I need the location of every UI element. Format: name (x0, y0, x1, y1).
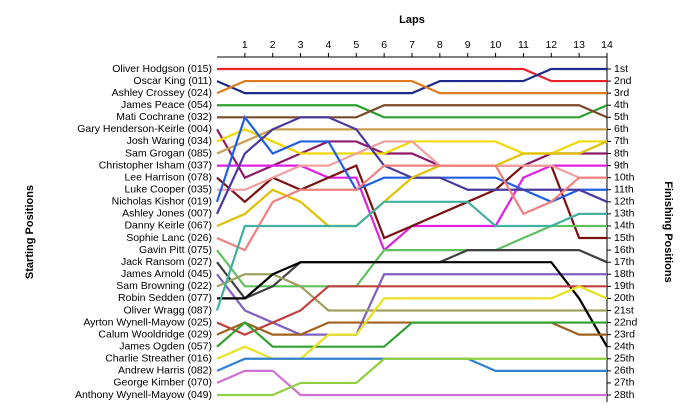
chart-title: Laps (399, 14, 425, 26)
series-label: Sam Grogan (085) (125, 147, 212, 159)
series-label: Andrew Harris (082) (118, 365, 212, 377)
series-label: Sam Browning (022) (116, 280, 212, 292)
x-tick-label: 8 (437, 39, 443, 51)
series-label: Charlie Streather (016) (105, 353, 212, 365)
x-tick-label: 12 (545, 39, 557, 51)
x-tick-label: 10 (490, 39, 502, 51)
y-tick-label: 5th (614, 111, 629, 123)
y-tick-label: 19th (614, 280, 635, 292)
series-line (216, 357, 607, 372)
y-tick-label: 27th (614, 377, 635, 389)
x-tick-label: 6 (381, 39, 387, 51)
y2-axis-title: Finishing Positions (662, 181, 674, 282)
series-label: Gary Henderson-Keirle (004) (77, 123, 212, 135)
series-line (216, 273, 607, 312)
series-label: James Peace (054) (121, 99, 212, 111)
y-tick-label: 15th (614, 232, 635, 244)
y-tick-label: 25th (614, 353, 635, 365)
y-tick-label: 10th (614, 171, 635, 183)
series-label: Ashley Jones (007) (122, 208, 212, 220)
x-tick-label: 11 (518, 39, 529, 51)
y-axis-title: Starting Positions (24, 185, 36, 279)
y-tick-label: 22nd (614, 316, 638, 328)
y-tick-label: 26th (614, 365, 635, 377)
series-line (217, 67, 607, 83)
x-tick-label: 14 (601, 39, 613, 51)
series-line (216, 128, 607, 180)
series-line (216, 128, 607, 155)
series-line (216, 164, 607, 252)
series-line (216, 321, 607, 348)
y-tick-label: 13th (614, 208, 635, 220)
y-tick-label: 6th (614, 123, 629, 135)
series-line (216, 67, 607, 95)
y-tick-label: 17th (614, 256, 635, 268)
series-line (217, 261, 608, 348)
y-tick-label: 21st (614, 304, 634, 316)
y-tick-label: 9th (614, 159, 629, 171)
series-label: James Arnold (045) (121, 268, 212, 280)
series-line (216, 285, 607, 336)
series-label: Sophie Lanc (026) (126, 232, 212, 244)
y-tick-label: 18th (614, 268, 635, 280)
y-tick-label: 20th (614, 292, 635, 304)
y-tick-label: 3rd (614, 87, 629, 99)
y-tick-label: 8th (614, 147, 629, 159)
series-label: Anthony Wynell-Mayow (049) (75, 389, 212, 401)
series-label: Josh Waring (034) (127, 135, 212, 147)
series-label: Oliver Hodgson (015) (112, 63, 212, 75)
series-line (216, 273, 607, 336)
x-tick-label: 7 (409, 39, 415, 51)
y-tick-label: 2nd (614, 75, 632, 87)
y-tick-label: 23rd (614, 328, 635, 340)
series-label: Christopher Isham (037) (99, 159, 212, 171)
y-tick-label: 12th (614, 196, 635, 208)
series-line (217, 140, 607, 191)
series-label: George Kimber (070) (113, 377, 212, 389)
series-label: Oscar King (011) (133, 75, 212, 87)
series-label: Mati Cochrane (032) (116, 111, 212, 123)
series-label: Gavin Pitt (075) (139, 244, 212, 256)
series-line (217, 104, 608, 119)
y-tick-label: 7th (614, 135, 629, 147)
y-tick-label: 14th (614, 220, 635, 232)
series-line (216, 140, 608, 228)
x-tick-label: 5 (353, 39, 359, 51)
series-label: Luke Cooper (035) (124, 184, 212, 196)
x-tick-label: 9 (465, 39, 471, 51)
series-line (217, 357, 607, 397)
x-tick-label: 2 (270, 39, 276, 51)
y-tick-label: 28th (614, 389, 635, 401)
x-tick-label: 13 (573, 39, 585, 51)
x-tick-label: 1 (242, 39, 248, 51)
series-label: Calum Wooldridge (029) (98, 328, 212, 340)
series-line (216, 369, 607, 397)
series-label: Oliver Wragg (087) (123, 304, 212, 316)
y-tick-label: 4th (614, 99, 629, 111)
series-label: Nicholas Kishor (019) (112, 196, 212, 208)
series-label: James Ogden (057) (119, 340, 212, 352)
series-line (215, 200, 607, 311)
y-tick-label: 11th (614, 184, 634, 196)
series-line (216, 224, 607, 288)
y-tick-label: 1st (614, 63, 628, 75)
series-line (217, 104, 608, 119)
y-tick-label: 24th (614, 340, 635, 352)
series-label: Ashley Crossey (024) (112, 87, 212, 99)
series-label: Danny Keirle (067) (124, 220, 212, 232)
x-tick-label: 4 (326, 39, 332, 51)
series-label: Robin Sedden (077) (118, 292, 212, 304)
series-label: Jack Ransom (027) (121, 256, 212, 268)
series-label: Ayrton Wynell-Mayow (025) (83, 316, 212, 328)
series-line (216, 79, 607, 95)
x-tick-label: 3 (298, 39, 304, 51)
y-tick-label: 16th (614, 244, 635, 256)
series-label: Lee Harrison (078) (124, 171, 212, 183)
